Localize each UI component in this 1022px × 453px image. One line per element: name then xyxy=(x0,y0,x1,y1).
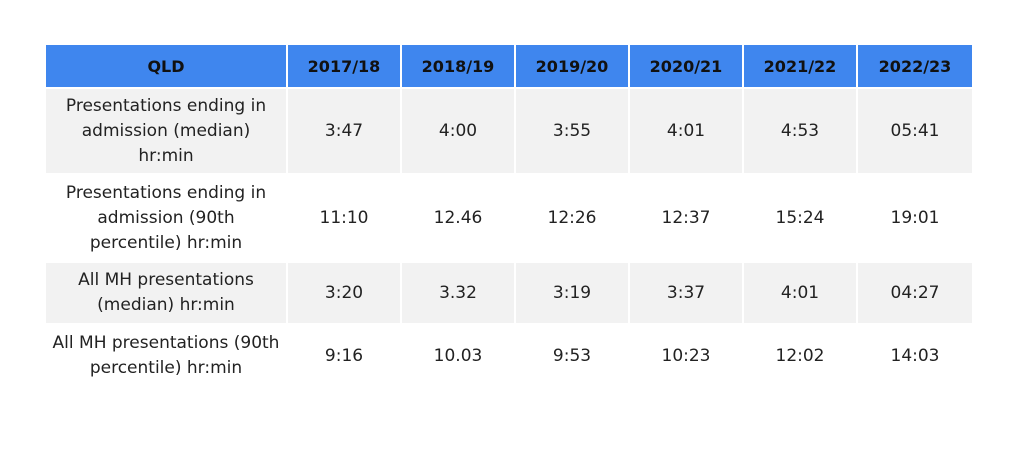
data-table: QLD 2017/18 2018/19 2019/20 2020/21 2021… xyxy=(46,45,972,387)
header-cell-region: QLD xyxy=(46,45,288,87)
row-label: All MH presentations (median) hr:min xyxy=(46,261,288,323)
header-cell-year: 2019/20 xyxy=(516,45,630,87)
table-row: Presentations ending in admission (90th … xyxy=(46,173,972,261)
table-cell: 05:41 xyxy=(858,87,972,173)
row-label: Presentations ending in admission (media… xyxy=(46,87,288,173)
header-cell-year: 2022/23 xyxy=(858,45,972,87)
row-label: All MH presentations (90th percentile) h… xyxy=(46,323,288,387)
table-cell: 9:16 xyxy=(288,323,402,387)
header-row: QLD 2017/18 2018/19 2019/20 2020/21 2021… xyxy=(46,45,972,87)
header-cell-year: 2020/21 xyxy=(630,45,744,87)
table-cell: 3:47 xyxy=(288,87,402,173)
table-cell: 10:23 xyxy=(630,323,744,387)
table-cell: 12.46 xyxy=(402,173,516,261)
table-cell: 14:03 xyxy=(858,323,972,387)
table-cell: 11:10 xyxy=(288,173,402,261)
table-cell: 4:01 xyxy=(630,87,744,173)
table-cell: 15:24 xyxy=(744,173,858,261)
table-row: Presentations ending in admission (media… xyxy=(46,87,972,173)
table-cell: 12:26 xyxy=(516,173,630,261)
table-row: All MH presentations (90th percentile) h… xyxy=(46,323,972,387)
table-cell: 4:53 xyxy=(744,87,858,173)
table-cell: 3:37 xyxy=(630,261,744,323)
table-cell: 3.32 xyxy=(402,261,516,323)
table-cell: 3:55 xyxy=(516,87,630,173)
table-cell: 4:00 xyxy=(402,87,516,173)
table-cell: 12:02 xyxy=(744,323,858,387)
header-cell-year: 2021/22 xyxy=(744,45,858,87)
table-cell: 04:27 xyxy=(858,261,972,323)
table-row: All MH presentations (median) hr:min 3:2… xyxy=(46,261,972,323)
header-cell-year: 2017/18 xyxy=(288,45,402,87)
table-cell: 3:19 xyxy=(516,261,630,323)
table-cell: 4:01 xyxy=(744,261,858,323)
table-cell: 3:20 xyxy=(288,261,402,323)
table-cell: 19:01 xyxy=(858,173,972,261)
table-cell: 12:37 xyxy=(630,173,744,261)
table-cell: 9:53 xyxy=(516,323,630,387)
table-cell: 10.03 xyxy=(402,323,516,387)
row-label: Presentations ending in admission (90th … xyxy=(46,173,288,261)
header-cell-year: 2018/19 xyxy=(402,45,516,87)
